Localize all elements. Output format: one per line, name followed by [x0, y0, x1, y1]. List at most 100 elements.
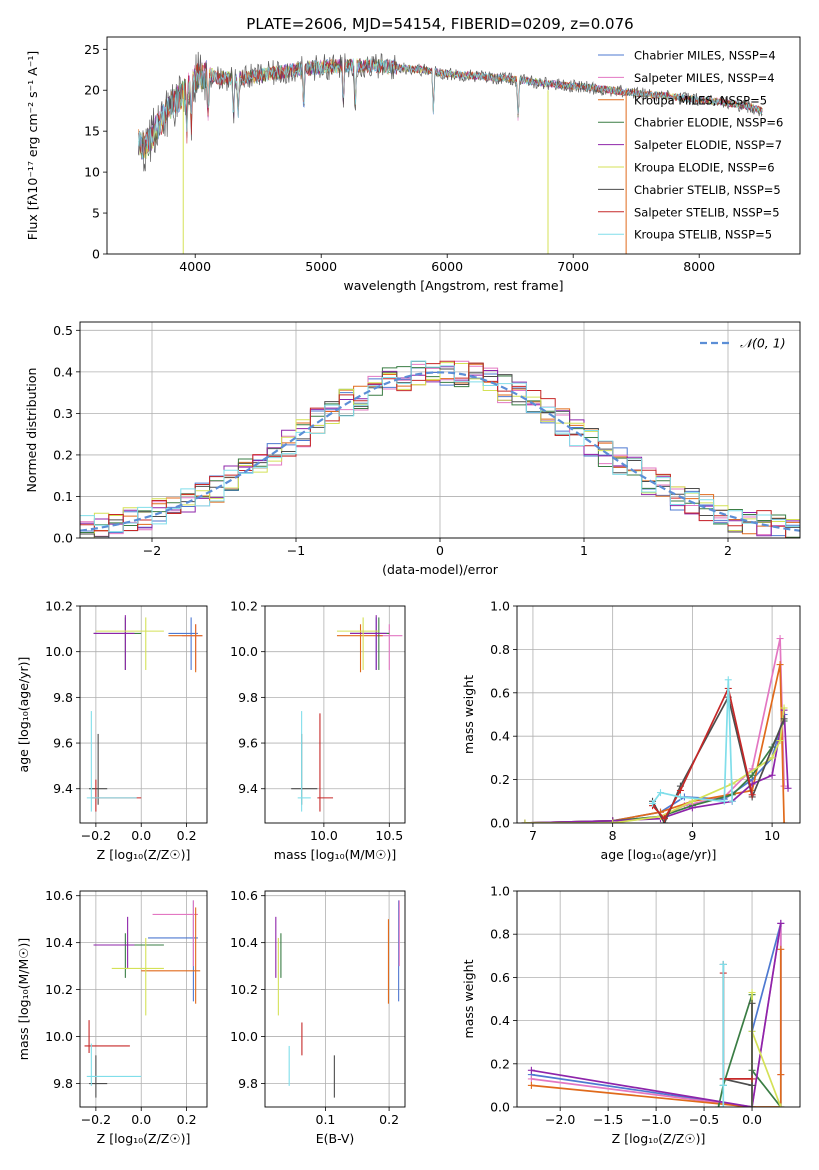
- plot-area: [291, 615, 403, 812]
- y-axis-label: mass weight: [461, 675, 476, 754]
- y-tick-label: 9.8: [53, 690, 73, 705]
- y-tick-label: 0.6: [490, 685, 510, 700]
- plot-area: [527, 919, 785, 1107]
- legend: Chabrier MILES, NSSP=4 Salpeter MILES, NS…: [598, 49, 783, 242]
- y-tick-label: 0.8: [490, 642, 510, 657]
- errorbar-point: [291, 733, 318, 805]
- figure-title: PLATE=2606, MJD=54154, FIBERID=0209, z=0…: [246, 15, 633, 33]
- x-tick-label: 8000: [683, 259, 715, 274]
- x-tick-label: −2: [143, 543, 161, 558]
- x-tick-label: 7000: [557, 259, 589, 274]
- weight-marker: [780, 819, 788, 823]
- weight-line: [651, 694, 785, 823]
- weight-marker: [748, 1103, 756, 1107]
- grid: [517, 605, 800, 824]
- y-tick-label: 0.2: [490, 772, 510, 787]
- x-tick-label: −0.2: [81, 1112, 111, 1127]
- y-tick-label: 10.6: [230, 888, 258, 903]
- weight-marker: [748, 791, 756, 799]
- errorbar-point: [336, 617, 379, 670]
- weight-line: [525, 707, 785, 823]
- weight-marker: [527, 1075, 535, 1083]
- weight-line: [524, 710, 789, 823]
- x-axis-label: Z [log₁₀(Z/Z☉)]: [97, 847, 191, 862]
- errorbar-point: [350, 617, 390, 670]
- y-tick-label: 0.0: [490, 1100, 510, 1115]
- x-axis-label: Z [log₁₀(Z/Z☉)]: [97, 1131, 191, 1146]
- legend-label: 𝒩(0, 1): [740, 336, 786, 351]
- plot-area: [521, 635, 792, 823]
- x-tick-label: 2: [724, 543, 732, 558]
- errorbar-point: [84, 1020, 130, 1053]
- weight-marker: [527, 1081, 535, 1089]
- weight-marker: [780, 704, 788, 712]
- x-tick-label: 1: [580, 543, 588, 558]
- chart-mass-weight-vs-Z: −2.0 −1.5 −1.0 −0.5 0.0 0.0 0.2 0.4 0.6 0.8 1.0 Z […: [461, 884, 801, 1146]
- weight-marker: [784, 784, 792, 792]
- y-tick-label: 9.4: [53, 781, 73, 796]
- weight-marker: [748, 999, 756, 1007]
- y-tick-label: 10.4: [45, 935, 73, 950]
- errorbar-point: [336, 624, 383, 673]
- legend-label: Kroupa STELIB, NSSP=5: [634, 228, 772, 242]
- y-tick-label: 9.6: [238, 736, 258, 751]
- plot-area: [84, 900, 201, 1098]
- legend-label: Chabrier MILES, NSSP=4: [634, 49, 776, 63]
- y-tick-label: 10: [84, 165, 100, 180]
- x-tick-label: 5000: [305, 259, 337, 274]
- legend-label: Chabrier ELODIE, NSSP=6: [634, 116, 783, 130]
- errorbar-point: [93, 615, 135, 670]
- legend-label: Kroupa ELODIE, NSSP=6: [634, 161, 775, 175]
- x-tick-label: 0.0: [131, 828, 151, 843]
- x-tick-label: −1.0: [641, 1112, 671, 1127]
- y-tick-label: 5: [92, 206, 100, 221]
- y-tick-label: 0.0: [490, 816, 510, 831]
- weight-line: [717, 994, 782, 1107]
- weight-marker: [676, 793, 684, 801]
- x-tick-label: 0: [436, 543, 444, 558]
- errorbar-point: [152, 900, 198, 967]
- weight-line: [651, 679, 734, 805]
- x-tick-label: 0.0: [131, 1112, 151, 1127]
- weight-marker: [521, 819, 529, 823]
- x-tick-label: 0.2: [177, 1112, 197, 1127]
- plot-area: [275, 900, 400, 1098]
- weight-marker: [714, 1103, 722, 1107]
- spectrum-line: [138, 58, 763, 160]
- weight-marker: [676, 786, 684, 794]
- x-axis-label: age [log₁₀(age/yr)]: [601, 847, 717, 862]
- weight-marker: [780, 715, 788, 723]
- x-tick-label: 0.2: [177, 828, 197, 843]
- errorbar-point: [168, 624, 203, 673]
- grid: [265, 605, 405, 823]
- y-tick-label: 0.4: [490, 1013, 510, 1028]
- weight-marker: [748, 989, 756, 997]
- weight-marker: [527, 1066, 535, 1074]
- axes-frame: [79, 321, 801, 539]
- y-tick-label: 10.2: [230, 982, 258, 997]
- y-tick-label: 25: [84, 42, 100, 57]
- weight-marker: [728, 797, 736, 805]
- x-axis-label: E(B-V): [316, 1131, 355, 1146]
- chart-mass-vs-EBV: 0.1 0.2 9.8 10.0 10.2 10.4 10.6 E(B-V): [230, 888, 406, 1146]
- y-tick-label: 10.4: [230, 935, 258, 950]
- weight-marker: [719, 1081, 727, 1089]
- x-tick-label: −2.0: [545, 1112, 575, 1127]
- y-axis-label: mass weight: [461, 959, 476, 1038]
- y-tick-label: 10.2: [230, 599, 258, 614]
- chart-mass-vs-Z: −0.2 0.0 0.2 9.8 10.0 10.2 10.4 10.6 Z [log₁₀(Z/…: [16, 888, 208, 1146]
- axes-frame: [106, 36, 801, 255]
- x-tick-label: −1.5: [593, 1112, 623, 1127]
- chart-mass-weight-vs-age: 7 8 9 10 0.0 0.2 0.4 0.6 0.8 1.0 age [log₁₀(age/yr…: [461, 599, 801, 862]
- weight-marker: [776, 661, 784, 669]
- y-tick-label: 0.6: [490, 970, 510, 985]
- weight-marker: [719, 960, 727, 968]
- weight-marker: [777, 945, 785, 953]
- errorbar-point: [182, 624, 203, 670]
- y-axis-label: mass [log₁₀(M/M☉)]: [16, 938, 31, 1060]
- y-tick-label: 0.1: [53, 489, 73, 504]
- chart-spectrum: 4000 5000 6000 7000 8000 0 5 10 15 20 25 wavelength…: [25, 36, 801, 293]
- x-tick-label: 7: [529, 828, 537, 843]
- axes-frame: [516, 605, 801, 824]
- x-tick-label: 10: [764, 828, 780, 843]
